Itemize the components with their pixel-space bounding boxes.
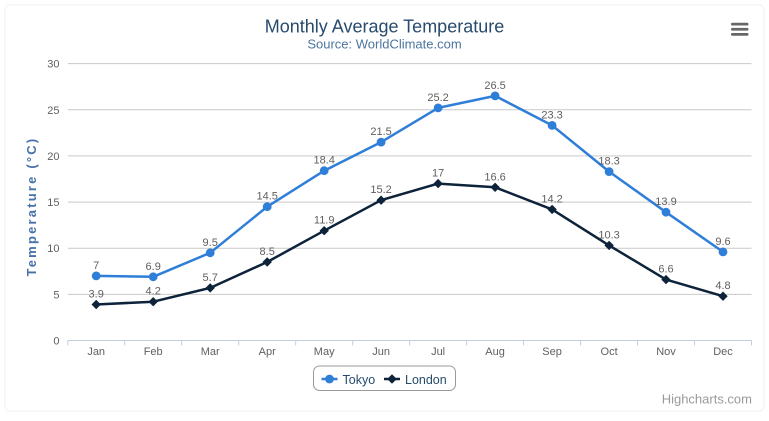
svg-text:Oct: Oct [601, 346, 618, 358]
svg-text:30: 30 [47, 59, 59, 71]
svg-text:13.9: 13.9 [655, 196, 676, 208]
svg-text:Highcharts.com: Highcharts.com [662, 392, 752, 407]
svg-text:3.9: 3.9 [89, 289, 104, 301]
svg-text:18.3: 18.3 [598, 156, 619, 168]
svg-text:Temperature (°C): Temperature (°C) [24, 137, 39, 277]
svg-text:Jan: Jan [87, 346, 105, 358]
svg-text:9.6: 9.6 [715, 236, 730, 248]
svg-text:Tokyo: Tokyo [343, 373, 376, 387]
svg-text:5: 5 [53, 289, 59, 301]
svg-text:16.6: 16.6 [484, 171, 505, 183]
svg-text:23.3: 23.3 [541, 109, 562, 121]
svg-text:9.5: 9.5 [203, 237, 218, 249]
svg-text:6.6: 6.6 [658, 264, 673, 276]
svg-text:10: 10 [47, 243, 59, 255]
svg-text:London: London [405, 373, 447, 387]
svg-text:Nov: Nov [656, 346, 676, 358]
svg-text:Source: WorldClimate.com: Source: WorldClimate.com [307, 37, 461, 52]
svg-text:25.2: 25.2 [427, 92, 448, 104]
svg-text:10.3: 10.3 [598, 229, 619, 241]
svg-text:0: 0 [53, 336, 59, 348]
svg-text:18.4: 18.4 [313, 155, 334, 167]
svg-text:5.7: 5.7 [203, 272, 218, 284]
svg-text:Aug: Aug [485, 346, 505, 358]
svg-text:15: 15 [47, 197, 59, 209]
svg-text:17: 17 [432, 168, 444, 180]
svg-text:Mar: Mar [201, 346, 220, 358]
svg-text:21.5: 21.5 [370, 126, 391, 138]
svg-text:11.9: 11.9 [314, 215, 335, 227]
svg-text:7: 7 [93, 260, 99, 272]
svg-text:8.5: 8.5 [260, 246, 275, 258]
svg-text:Sep: Sep [542, 346, 562, 358]
svg-text:20: 20 [47, 151, 59, 163]
svg-text:Monthly Average Temperature: Monthly Average Temperature [265, 16, 504, 36]
svg-text:Jun: Jun [372, 346, 390, 358]
svg-text:15.2: 15.2 [370, 184, 391, 196]
svg-text:14.5: 14.5 [256, 191, 277, 203]
svg-text:May: May [314, 346, 335, 358]
svg-text:Apr: Apr [259, 346, 276, 358]
svg-text:Dec: Dec [713, 346, 733, 358]
svg-text:Feb: Feb [144, 346, 163, 358]
svg-text:Jul: Jul [431, 346, 445, 358]
svg-text:14.2: 14.2 [541, 193, 562, 205]
svg-text:25: 25 [47, 105, 59, 117]
svg-text:4.8: 4.8 [715, 280, 730, 292]
svg-text:6.9: 6.9 [146, 261, 161, 273]
svg-text:26.5: 26.5 [484, 80, 505, 92]
svg-text:4.2: 4.2 [146, 286, 161, 298]
